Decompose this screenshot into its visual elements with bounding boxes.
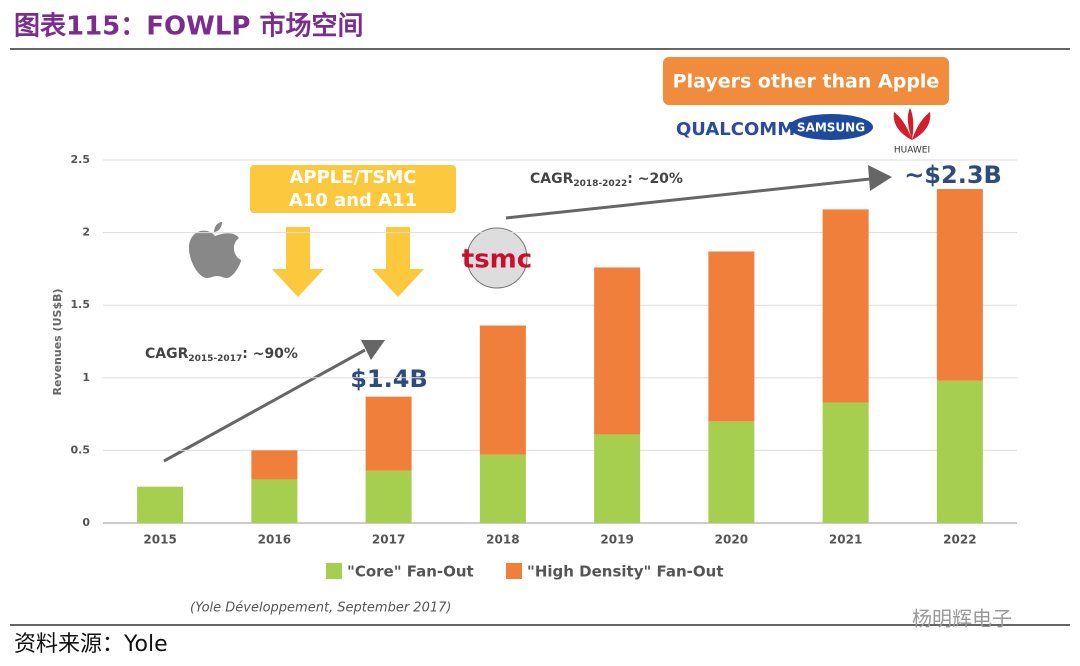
value-callout: $1.4B — [350, 365, 428, 393]
legend-swatch — [326, 563, 342, 579]
x-tick-label: 2018 — [486, 533, 519, 547]
x-tick-label: 2021 — [829, 533, 862, 547]
y-tick-label: 0.5 — [71, 443, 91, 456]
y-axis-label: Revenues (US$B) — [51, 288, 64, 395]
tsmc-logo — [466, 227, 528, 289]
tsmc-text: tsmc — [462, 245, 532, 275]
bar-segment — [251, 479, 298, 523]
bar-segment — [137, 486, 184, 523]
cagr-arrow — [505, 177, 871, 220]
legend-label: "Core" Fan-Out — [347, 563, 474, 581]
bar-segment — [936, 380, 983, 523]
y-tick-label: 1 — [82, 371, 90, 384]
samsung-logo: SAMSUNG — [797, 121, 865, 135]
footer: 资料来源：Yole — [14, 632, 168, 657]
x-tick-label: 2019 — [600, 533, 633, 547]
huawei-logo — [893, 108, 931, 140]
samsung-oval — [789, 114, 873, 140]
x-tick-label: 2015 — [143, 533, 176, 547]
players-box — [663, 57, 949, 105]
players-text: Players other than Apple — [673, 71, 940, 93]
value-callout: ~$2.3B — [904, 161, 1002, 189]
legend-swatch — [506, 563, 522, 579]
y-tick-label: 2 — [82, 226, 90, 239]
cagr-arrowhead — [361, 340, 385, 360]
bar-segment — [365, 470, 412, 523]
chart-title: 图表115：FOWLP 市场空间 — [14, 11, 364, 42]
apple-logo — [189, 222, 241, 278]
bar-segment — [594, 434, 641, 523]
bar-segment — [708, 421, 755, 523]
cagr-label: CAGR2018-2022: ~20% — [530, 171, 683, 189]
x-tick-label: 2022 — [943, 533, 976, 547]
huawei-text: HUAWEI — [894, 146, 930, 156]
bar-segment — [479, 325, 526, 455]
y-tick-label: 2.5 — [71, 153, 91, 166]
down-arrow — [272, 227, 324, 297]
cagr-text: CAGR — [145, 346, 189, 362]
apple-text: APPLE/TSMC — [289, 167, 416, 188]
bar-segment — [251, 450, 298, 480]
bar-segment — [479, 454, 526, 523]
bar-segment — [822, 209, 869, 403]
cagr-rest: : ~90% — [242, 346, 298, 362]
cagr-arrowhead — [868, 165, 892, 191]
source-note: (Yole Développement, September 2017) — [190, 601, 451, 616]
qualcomm-logo: QUALCOMM — [676, 119, 795, 140]
x-tick-label: 2020 — [715, 533, 748, 547]
cagr-arrow — [163, 348, 366, 463]
cagr-text: CAGR — [530, 171, 574, 187]
bar-segment — [822, 402, 869, 523]
x-tick-label: 2016 — [258, 533, 291, 547]
watermark: 杨明辉电子 — [912, 607, 1012, 631]
bar-segment — [936, 189, 983, 381]
x-tick-label: 2017 — [372, 533, 405, 547]
apple-box — [250, 165, 456, 213]
down-arrow — [372, 227, 424, 297]
y-tick-label: 0 — [82, 516, 90, 529]
apple-text: A10 and A11 — [289, 190, 417, 211]
plot: 0 0.5 1 1.5 2 2.5 2015 2016 2017 2018 2019 2020 2021… — [71, 153, 1017, 581]
legend-label: "High Density" Fan-Out — [527, 563, 724, 581]
cagr-sub: 2018-2022 — [573, 179, 627, 189]
bar-segment — [365, 396, 412, 471]
cagr-label: CAGR2015-2017: ~90% — [145, 346, 298, 364]
cagr-sub: 2015-2017 — [188, 354, 242, 364]
y-tick-label: 1.5 — [71, 298, 91, 311]
cagr-rest: : ~20% — [627, 171, 683, 187]
bar-segment — [594, 267, 641, 435]
bar-segment — [708, 251, 755, 422]
